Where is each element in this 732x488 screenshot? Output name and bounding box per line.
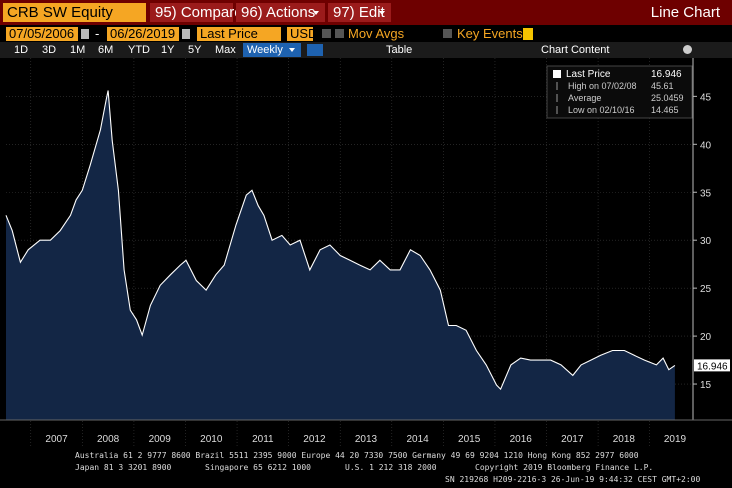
last-price-label: 16.946 bbox=[697, 361, 728, 372]
range-button[interactable]: 5Y bbox=[188, 44, 202, 56]
x-tick-label: 2017 bbox=[561, 434, 584, 445]
legend-box bbox=[546, 65, 693, 119]
line-icon[interactable] bbox=[307, 44, 323, 56]
calendar-icon[interactable] bbox=[182, 29, 190, 39]
last-price-flag bbox=[694, 359, 730, 372]
legend-label: Average bbox=[568, 93, 601, 103]
range-button[interactable]: 1Y bbox=[161, 44, 175, 56]
key-events[interactable]: Key Events bbox=[457, 26, 523, 41]
x-tick-label: 2019 bbox=[664, 434, 687, 445]
start-date[interactable]: 07/05/2006 bbox=[6, 27, 78, 41]
label: Weekly bbox=[247, 44, 283, 56]
chart: 15 20 25 30 35 40 45 2007 2008 2009 2010 2011 2012 20… bbox=[0, 58, 732, 448]
actions-button[interactable]: 96) Actions bbox=[236, 3, 325, 22]
footer-item: SN 219268 H209-2216-3 26-Jun-19 9:44:32 … bbox=[445, 475, 701, 484]
x-tick-label: 2013 bbox=[355, 434, 378, 445]
range-button[interactable]: YTD bbox=[128, 44, 150, 56]
footer-item: U.S. 1 212 318 2000 bbox=[345, 463, 437, 472]
label: 95) Compare bbox=[155, 4, 243, 21]
frequency-select[interactable]: Weekly bbox=[243, 43, 301, 57]
legend-label: Low on 02/10/16 bbox=[568, 105, 635, 115]
y-tick-label: 15 bbox=[700, 380, 712, 391]
x-tick-label: 2014 bbox=[406, 434, 429, 445]
x-tick-label: 2016 bbox=[510, 434, 533, 445]
legend-value: 45.61 bbox=[651, 81, 674, 91]
range-button[interactable]: 6M bbox=[98, 44, 114, 56]
x-tick-label: 2015 bbox=[458, 434, 481, 445]
area bbox=[6, 90, 675, 420]
end-date[interactable]: 06/26/2019 bbox=[107, 27, 179, 41]
label: 96) Actions bbox=[241, 4, 316, 21]
mov-avgs[interactable]: Mov Avgs bbox=[348, 26, 405, 41]
calendar-icon[interactable] bbox=[81, 29, 89, 39]
footer-item: Japan 81 3 3201 8900 bbox=[75, 463, 172, 472]
legend-swatch bbox=[553, 70, 561, 78]
y-tick-label: 20 bbox=[700, 332, 712, 343]
info-icon[interactable] bbox=[523, 28, 533, 40]
legend-value: 25.0459 bbox=[651, 93, 684, 103]
x-tick-label: 2007 bbox=[45, 434, 68, 445]
footer-item: Copyright 2019 Bloomberg Finance L.P. bbox=[475, 463, 654, 472]
dropdown-arrow bbox=[313, 11, 319, 15]
x-tick-label: 2008 bbox=[97, 434, 120, 445]
security-input[interactable]: CRB SW Equity bbox=[3, 3, 146, 22]
edit-button[interactable]: 97) Edit bbox=[328, 3, 391, 22]
y-tick-label: 30 bbox=[700, 236, 712, 247]
dropdown-arrow bbox=[289, 48, 295, 52]
label: 97) Edit bbox=[333, 4, 385, 21]
y-tick-label: 45 bbox=[700, 92, 712, 103]
field-select[interactable]: Last Price bbox=[197, 27, 281, 41]
y-tick-label: 25 bbox=[700, 284, 712, 295]
chart-kind: Line Chart bbox=[650, 4, 720, 21]
checkbox[interactable] bbox=[335, 29, 344, 38]
footer-item: Singapore 65 6212 1000 bbox=[205, 463, 311, 472]
legend-value: 16.946 bbox=[651, 69, 682, 80]
date-separator: - bbox=[95, 26, 100, 41]
range-button[interactable]: 1M bbox=[70, 44, 86, 56]
table-button[interactable]: Table bbox=[386, 44, 413, 56]
legend-label: High on 07/02/08 bbox=[568, 81, 637, 91]
legend-label: Last Price bbox=[566, 69, 611, 80]
x-tick-label: 2009 bbox=[149, 434, 172, 445]
x-tick-label: 2010 bbox=[200, 434, 223, 445]
compare-button[interactable]: 95) Compare bbox=[150, 3, 243, 22]
x-tick-label: 2011 bbox=[252, 434, 274, 445]
line bbox=[5, 90, 676, 391]
legend: Last Price 16.946 High on 07/02/08 45.61 Ave… bbox=[546, 65, 693, 119]
legend-value: 14.465 bbox=[651, 105, 679, 115]
range-button[interactable]: 1D bbox=[14, 44, 29, 56]
chart-content[interactable]: Chart Content bbox=[541, 44, 610, 56]
settings-gear[interactable] bbox=[683, 45, 692, 54]
toolbar bbox=[0, 42, 732, 58]
y-tick-label: 35 bbox=[700, 188, 712, 199]
range-button[interactable]: Max bbox=[215, 44, 236, 56]
checkbox[interactable] bbox=[443, 29, 452, 38]
x-tick-label: 2012 bbox=[303, 434, 326, 445]
dropdown-arrow bbox=[379, 11, 385, 15]
checkbox[interactable] bbox=[322, 29, 331, 38]
footer-line: Australia 61 2 9777 8600 Brazil 5511 239… bbox=[75, 451, 639, 460]
x-tick-label: 2018 bbox=[613, 434, 636, 445]
y-tick-label: 40 bbox=[700, 140, 712, 151]
currency-select[interactable]: USD bbox=[287, 27, 317, 41]
range-button[interactable]: 3D bbox=[42, 44, 57, 56]
